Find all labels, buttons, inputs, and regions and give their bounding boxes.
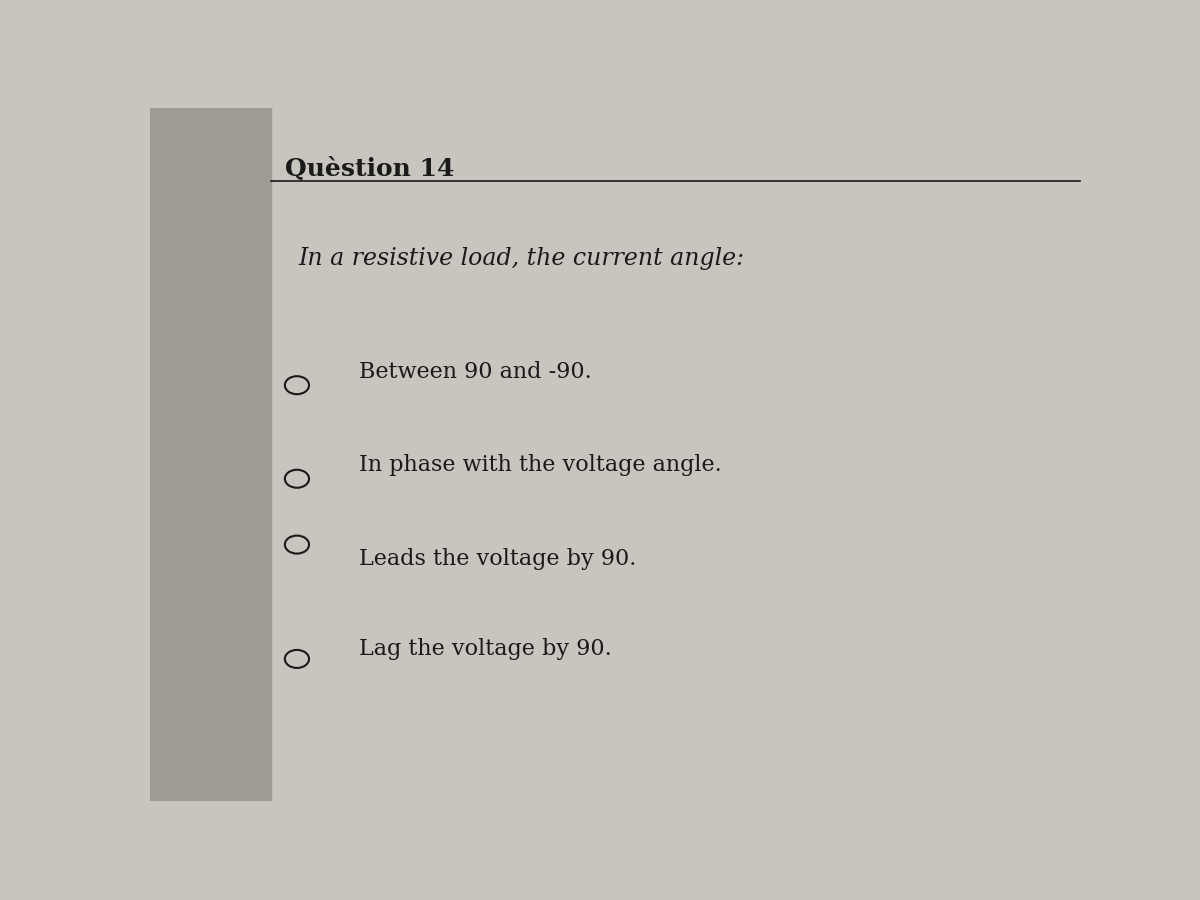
Text: Between 90 and -90.: Between 90 and -90. [359,361,592,382]
Text: Lag the voltage by 90.: Lag the voltage by 90. [359,638,612,660]
Text: Leads the voltage by 90.: Leads the voltage by 90. [359,548,637,570]
Bar [150,108,271,801]
Text: In phase with the voltage angle.: In phase with the voltage angle. [359,454,722,476]
Text: Quèstion 14: Quèstion 14 [284,157,455,181]
Text: In a resistive load, the current angle:: In a resistive load, the current angle: [299,247,745,270]
